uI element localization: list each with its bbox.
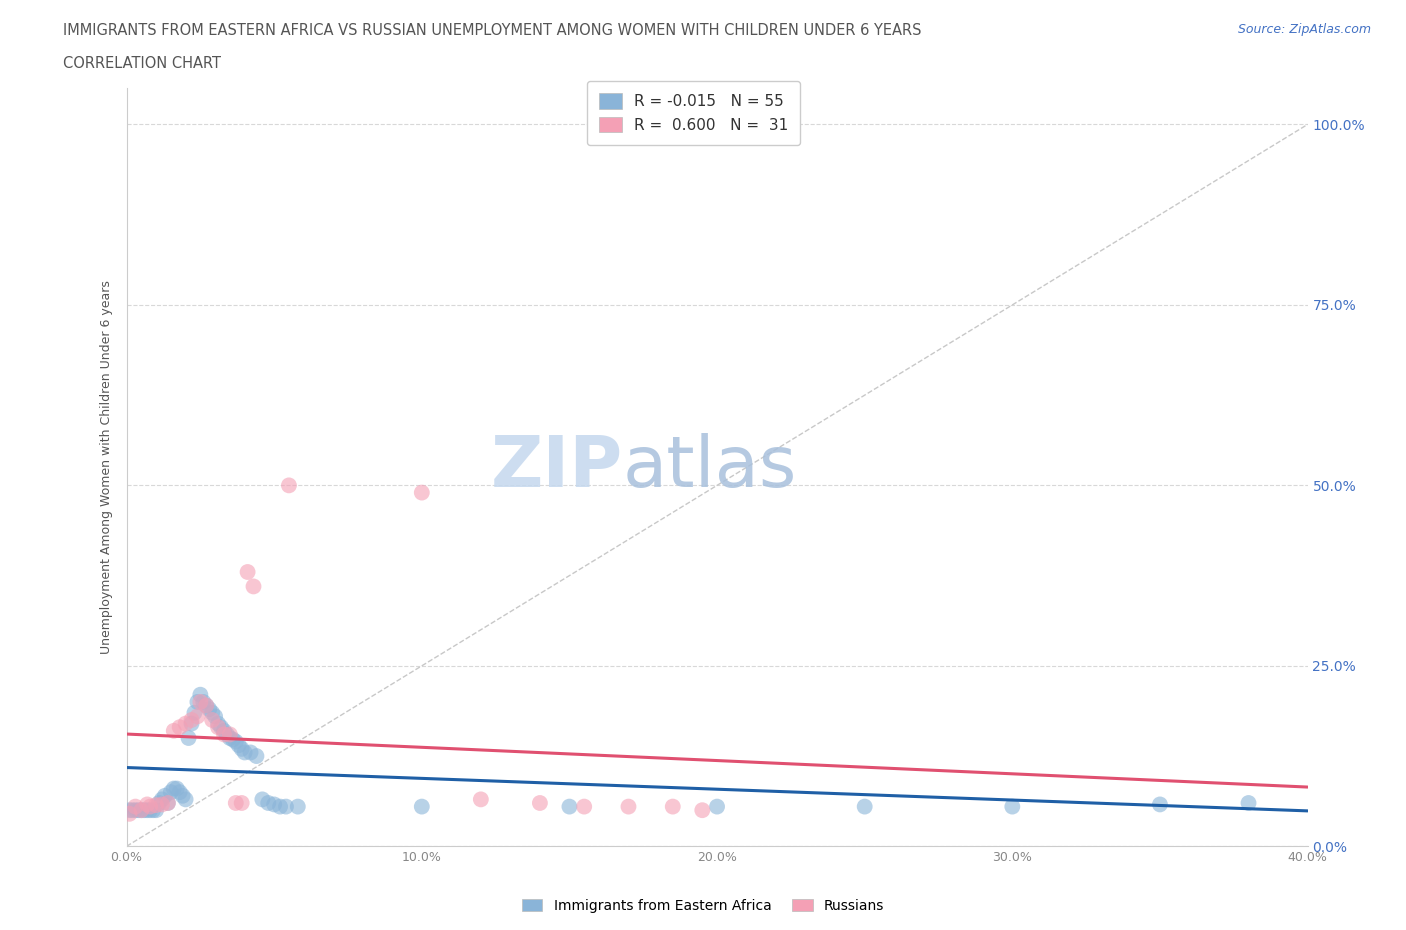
Point bbox=[1001, 799, 1024, 814]
Point bbox=[201, 712, 224, 727]
Point bbox=[145, 803, 167, 817]
Point bbox=[209, 720, 232, 735]
Point bbox=[172, 789, 194, 804]
Point bbox=[242, 579, 264, 594]
Point bbox=[212, 727, 235, 742]
Text: IMMIGRANTS FROM EASTERN AFRICA VS RUSSIAN UNEMPLOYMENT AMONG WOMEN WITH CHILDREN: IMMIGRANTS FROM EASTERN AFRICA VS RUSSIA… bbox=[63, 23, 922, 38]
Point bbox=[1237, 795, 1260, 810]
Point bbox=[118, 806, 141, 821]
Legend: R = -0.015   N = 55, R =  0.600   N =  31: R = -0.015 N = 55, R = 0.600 N = 31 bbox=[586, 81, 800, 145]
Point bbox=[215, 727, 238, 742]
Point bbox=[134, 803, 156, 817]
Point bbox=[153, 789, 176, 804]
Point bbox=[269, 799, 291, 814]
Legend: Immigrants from Eastern Africa, Russians: Immigrants from Eastern Africa, Russians bbox=[516, 894, 890, 919]
Point bbox=[263, 797, 285, 812]
Point bbox=[212, 724, 235, 738]
Point bbox=[574, 799, 596, 814]
Point bbox=[252, 792, 274, 807]
Point bbox=[186, 695, 208, 710]
Point bbox=[174, 792, 197, 807]
Point bbox=[159, 785, 183, 800]
Point bbox=[411, 799, 433, 814]
Point bbox=[118, 803, 141, 817]
Point bbox=[198, 702, 221, 717]
Y-axis label: Unemployment Among Women with Children Under 6 years: Unemployment Among Women with Children U… bbox=[100, 280, 114, 655]
Point bbox=[225, 734, 247, 749]
Point bbox=[188, 695, 211, 710]
Point bbox=[150, 797, 173, 812]
Point bbox=[169, 720, 191, 735]
Point bbox=[257, 795, 280, 810]
Point bbox=[201, 705, 224, 720]
Point bbox=[127, 803, 149, 817]
Point bbox=[163, 781, 186, 796]
Point bbox=[617, 799, 640, 814]
Point bbox=[529, 795, 551, 810]
Point bbox=[163, 724, 186, 738]
Point bbox=[139, 803, 162, 817]
Point bbox=[186, 709, 208, 724]
Point bbox=[148, 795, 170, 810]
Point bbox=[207, 720, 229, 735]
Point bbox=[706, 799, 728, 814]
Point bbox=[145, 798, 167, 813]
Point bbox=[204, 709, 226, 724]
Point bbox=[219, 731, 242, 746]
Point bbox=[690, 803, 713, 817]
Point bbox=[177, 731, 200, 746]
Text: ZIP: ZIP bbox=[491, 432, 623, 502]
Point bbox=[661, 799, 683, 814]
Point bbox=[174, 716, 197, 731]
Text: Source: ZipAtlas.com: Source: ZipAtlas.com bbox=[1237, 23, 1371, 36]
Text: atlas: atlas bbox=[623, 432, 797, 502]
Point bbox=[124, 803, 146, 817]
Point bbox=[156, 795, 179, 810]
Point bbox=[231, 741, 253, 756]
Point bbox=[188, 687, 211, 702]
Point bbox=[136, 803, 159, 817]
Point bbox=[233, 745, 256, 760]
Point bbox=[853, 799, 876, 814]
Point bbox=[169, 785, 191, 800]
Point bbox=[239, 745, 262, 760]
Point bbox=[166, 781, 188, 796]
Point bbox=[139, 799, 162, 814]
Point bbox=[180, 716, 202, 731]
Point bbox=[183, 705, 205, 720]
Point bbox=[219, 727, 242, 742]
Point bbox=[411, 485, 433, 500]
Text: CORRELATION CHART: CORRELATION CHART bbox=[63, 56, 221, 71]
Point bbox=[142, 803, 165, 817]
Point bbox=[129, 803, 153, 817]
Point bbox=[193, 695, 215, 710]
Point bbox=[245, 749, 267, 764]
Point bbox=[274, 799, 297, 814]
Point bbox=[150, 792, 173, 807]
Point bbox=[1149, 797, 1171, 812]
Point bbox=[278, 478, 301, 493]
Point bbox=[287, 799, 309, 814]
Point bbox=[180, 712, 202, 727]
Point bbox=[136, 797, 159, 812]
Point bbox=[207, 716, 229, 731]
Point bbox=[121, 803, 143, 817]
Point bbox=[228, 737, 250, 752]
Point bbox=[236, 565, 259, 579]
Point bbox=[222, 732, 245, 747]
Point bbox=[124, 799, 146, 814]
Point bbox=[225, 795, 247, 810]
Point bbox=[195, 698, 218, 713]
Point bbox=[195, 698, 218, 713]
Point bbox=[231, 795, 253, 810]
Point bbox=[470, 792, 492, 807]
Point bbox=[558, 799, 581, 814]
Point bbox=[156, 795, 179, 810]
Point bbox=[129, 803, 153, 817]
